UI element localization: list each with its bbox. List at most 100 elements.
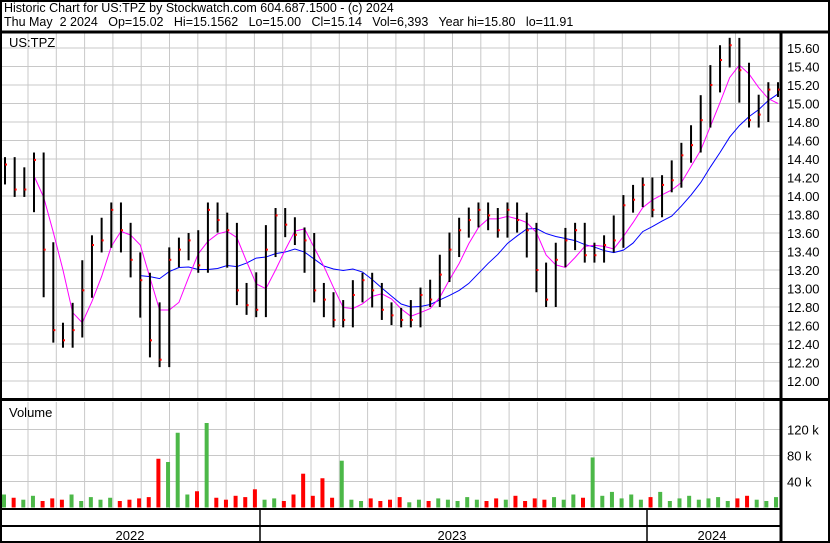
close-tick (333, 318, 336, 321)
close-tick (623, 204, 626, 207)
close-tick (700, 119, 703, 122)
volume-bar (725, 501, 730, 508)
close-tick (14, 188, 17, 191)
close-tick (24, 188, 27, 191)
volume-tick-label: 80 k (787, 449, 812, 464)
close-tick (314, 289, 317, 292)
price-tick-label: 13.60 (787, 226, 820, 241)
volume-bar (426, 501, 431, 508)
price-tick-label: 12.60 (787, 319, 820, 334)
close-tick (323, 298, 326, 301)
volume-bar (397, 497, 402, 508)
close-tick (275, 214, 278, 217)
volume-bar (252, 489, 257, 508)
close-tick (236, 289, 239, 292)
quote-summary: Thu May 2 2024 Op=15.02 Hi=15.1562 Lo=15… (4, 15, 574, 29)
volume-bar (581, 497, 585, 508)
volume-bar (552, 497, 557, 508)
price-tick-label: 15.20 (787, 78, 820, 93)
volume-bar (619, 498, 624, 508)
close-tick (536, 269, 539, 271)
close-tick (642, 183, 645, 186)
close-tick (671, 179, 674, 182)
volume-bar (735, 498, 740, 508)
volume-bar (359, 501, 364, 508)
close-tick (691, 144, 694, 147)
volume-bar (291, 494, 296, 508)
price-tick-label: 15.00 (787, 97, 820, 112)
close-tick (768, 88, 771, 91)
volume-bar (774, 497, 778, 508)
close-tick (430, 298, 433, 301)
close-tick (362, 279, 365, 282)
close-tick (159, 358, 162, 361)
volume-bar (214, 497, 219, 508)
volume-bar (513, 495, 518, 508)
close-tick (401, 318, 404, 321)
close-tick (53, 329, 56, 332)
volume-bar (571, 494, 576, 508)
volume-bar (687, 495, 692, 508)
volume-bar (175, 432, 180, 508)
grid (2, 33, 781, 509)
volume-bar (339, 460, 344, 508)
close-tick (82, 289, 85, 292)
price-tick-label: 12.20 (787, 356, 820, 371)
close-tick (101, 239, 104, 242)
close-tick (439, 273, 442, 276)
symbol-label: US:TPZ (9, 35, 55, 50)
volume-bar (233, 495, 238, 508)
volume-tick-label: 40 k (787, 475, 812, 490)
volume-bar (532, 498, 537, 508)
volume-bar (40, 501, 45, 508)
close-tick (294, 233, 297, 236)
close-tick (5, 163, 7, 166)
close-tick (652, 208, 655, 211)
close-tick (372, 289, 375, 292)
long-moving-average-line (140, 93, 779, 308)
volume-bar (11, 497, 16, 508)
year-label: 2022 (116, 528, 145, 543)
close-tick (420, 293, 423, 296)
close-tick (662, 183, 665, 186)
volume-bar (243, 497, 248, 508)
volume-bar (98, 499, 103, 508)
close-tick (188, 239, 191, 242)
volume-bar (542, 499, 547, 508)
close-tick (749, 119, 752, 122)
volume-bar (658, 491, 663, 508)
volume-bar (696, 499, 701, 508)
close-tick (526, 229, 529, 232)
close-tick (391, 314, 394, 317)
volume-label: Volume (9, 405, 52, 420)
price-tick-label: 14.20 (787, 171, 820, 186)
close-tick (517, 219, 520, 222)
volume-bar (677, 498, 682, 508)
close-tick (140, 279, 143, 282)
close-tick (729, 44, 732, 47)
close-tick (497, 229, 500, 232)
volume-bar (368, 498, 373, 508)
price-tick-label: 13.20 (787, 263, 820, 278)
volume-bar (629, 494, 634, 508)
close-tick (681, 154, 684, 157)
volume-bar (745, 495, 750, 508)
volume-bar (445, 499, 450, 508)
price-tick-label: 13.80 (787, 208, 820, 223)
volume-bar (600, 495, 605, 508)
close-tick (739, 69, 742, 72)
volume-bar (146, 497, 151, 508)
close-tick (198, 264, 201, 267)
price-tick-label: 13.40 (787, 245, 820, 260)
volume-bar (455, 501, 460, 508)
close-tick (758, 113, 761, 116)
close-tick (111, 208, 114, 211)
close-tick (575, 229, 578, 232)
close-tick (381, 308, 384, 311)
price-tick-label: 15.40 (787, 60, 820, 75)
price-tick-label: 15.60 (787, 41, 820, 56)
close-tick (720, 59, 723, 62)
price-tick-label: 12.80 (787, 300, 820, 315)
close-tick (130, 258, 133, 261)
